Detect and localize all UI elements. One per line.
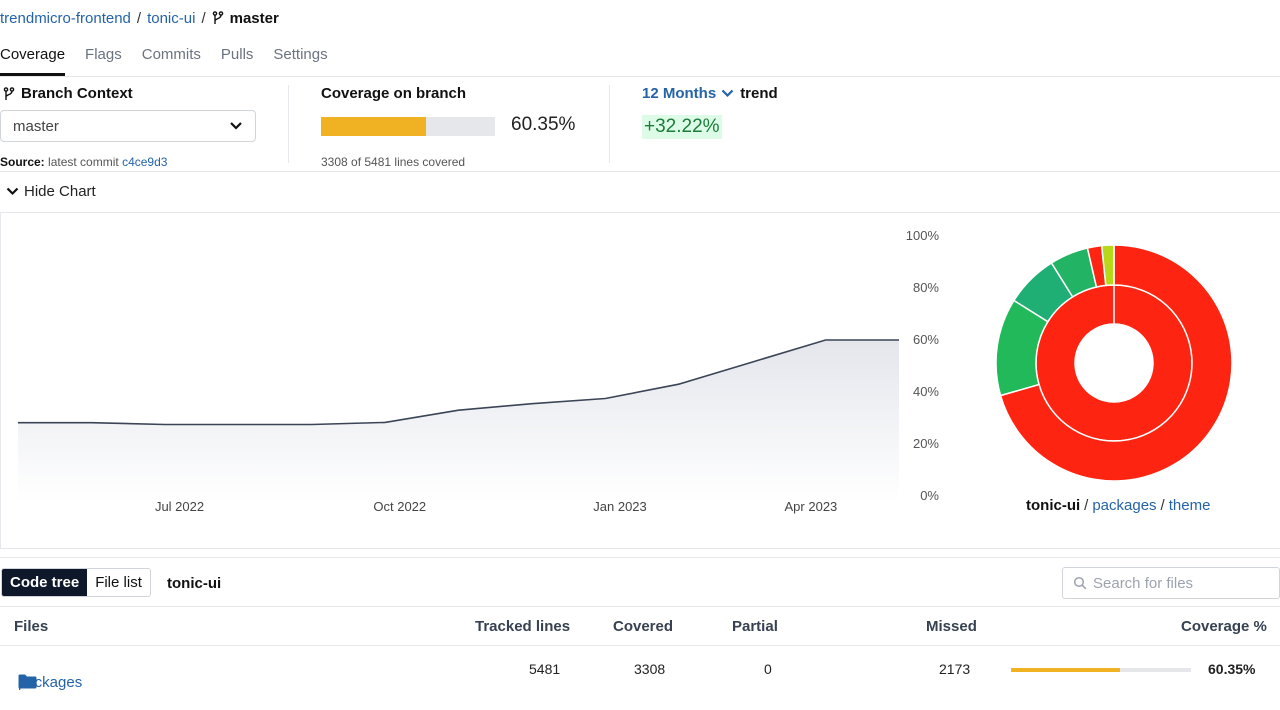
cell-covered: 3308 [634,661,666,677]
search-input[interactable] [1093,574,1273,592]
sunburst-outer-segment[interactable] [1100,244,1115,287]
hide-chart-toggle[interactable]: Hide Chart [6,183,96,200]
sunburst-crumb-theme[interactable]: theme [1168,497,1211,514]
coverage-lines-text: 3308 of 5481 lines covered [321,155,466,169]
header-tracked-lines[interactable]: Tracked lines [475,618,571,635]
sunburst-root[interactable]: tonic-ui [1026,497,1081,514]
commit-link[interactable]: c4ce9d3 [122,155,168,169]
chevron-down-icon [6,187,19,196]
breadcrumb-branch-name: master [229,9,279,27]
trend-section: 12 Months trend +32.22% [642,85,942,139]
coverage-chart: 100% 80% 60% 40% 20% 0% Jul 2022 Oct 2022 Jan 2… [18,228,1233,514]
breadcrumb: trendmicro-frontend / tonic-ui / master [0,8,279,28]
search-icon [1073,576,1087,590]
header-partial[interactable]: Partial [732,618,778,635]
x-tick-label: Jan 2023 [593,499,647,514]
row-coverage-fill [1011,668,1120,672]
table-row: packages 5481 3308 0 2173 60.35% [0,646,1280,694]
trend-change: +32.22% [642,115,722,139]
file-toolbar: Code tree File list tonic-ui [0,557,1280,607]
cell-partial: 0 [764,661,772,677]
code-tree-button[interactable]: Code tree [2,569,88,596]
source-text: latest commit [48,155,119,169]
branch-context: Branch Context master Source: latest com… [0,85,260,169]
source-line: Source: latest commit c4ce9d3 [0,155,167,169]
table-header: Files Tracked lines Covered Partial Miss… [0,607,1280,646]
chevron-down-icon [229,118,243,135]
divider [609,85,610,163]
y-tick-label: 60% [913,332,939,347]
header-files[interactable]: Files [14,618,49,635]
y-tick-label: 80% [913,280,939,295]
cell-tracked: 5481 [529,661,561,677]
breadcrumb-separator: / [136,9,142,27]
cell-missed: 2173 [939,661,971,677]
sunburst-crumb-packages[interactable]: packages [1092,497,1157,514]
header-missed[interactable]: Missed [926,618,977,635]
coverage-progress-bar [321,117,495,136]
coverage-percent: 60.35% [511,114,576,135]
file-list-button[interactable]: File list [87,569,150,596]
branch-select[interactable]: master [0,110,256,142]
view-toggle: Code tree File list [1,568,151,597]
coverage-line [18,339,899,426]
chart-card: 100% 80% 60% 40% 20% 0% Jul 2022 Oct 2022 Jan 2… [0,212,1280,549]
branch-select-value: master [13,117,59,135]
trend-header: 12 Months trend [642,85,942,102]
breadcrumb-repo-link[interactable]: tonic-ui [147,9,196,27]
branch-context-label: Branch Context [21,85,133,102]
breadcrumb-org-link[interactable]: trendmicro-frontend [0,9,131,27]
repo-tabs: Coverage Flags Commits Pulls Settings [0,38,1280,77]
tab-coverage[interactable]: Coverage [0,38,66,76]
coverage-branch-title: Coverage on branch [321,85,467,102]
divider [288,85,289,163]
branch-context-title: Branch Context [0,85,260,102]
x-tick-label: Apr 2023 [785,499,838,514]
breadcrumb-branch: master [212,10,279,27]
y-tick-label: 0% [920,488,939,503]
tab-settings[interactable]: Settings [273,46,328,63]
sunburst-chart [995,244,1233,482]
folder-icon [18,674,37,689]
header-coverage[interactable]: Coverage % [1181,618,1267,635]
coverage-summary: Branch Context master Source: latest com… [0,77,1280,172]
y-tick-label: 20% [913,436,939,451]
sunburst-inner-segment[interactable] [1035,284,1193,442]
hide-chart-label: Hide Chart [24,183,96,200]
source-label: Source: [0,155,45,169]
breadcrumb-separator: / [201,9,206,27]
git-branch-icon [212,11,224,25]
chevron-down-icon [721,89,734,98]
y-tick-label: 40% [913,384,939,399]
git-branch-icon [3,86,15,101]
search-box [1062,567,1280,599]
coverage-progress-fill [321,117,426,136]
x-tick-label: Jul 2022 [155,499,204,514]
tree-root-label: tonic-ui [167,575,222,592]
file-name: packages [18,674,83,691]
coverage-on-branch: Coverage on branch 60.35% 3308 of 5481 l… [321,85,591,169]
sunburst-outer-segment[interactable] [999,244,1233,482]
trend-label: trend [740,85,778,102]
header-covered[interactable]: Covered [613,618,674,635]
trend-period-label: 12 Months [642,85,717,102]
trend-period-select[interactable]: 12 Months [642,85,734,102]
coverage-area [18,340,899,501]
cell-coverage: 60.35% [1208,661,1256,677]
tab-commits[interactable]: Commits [141,46,201,63]
row-coverage-bar [1011,668,1191,672]
tab-pulls[interactable]: Pulls [220,46,254,63]
sunburst-breadcrumb: tonic-ui / packages / theme [1026,497,1210,514]
sunburst-separator: / [1160,497,1165,514]
tab-flags[interactable]: Flags [85,46,122,63]
y-tick-label: 100% [906,228,940,243]
x-tick-label: Oct 2022 [373,499,426,514]
sunburst-separator: / [1084,497,1089,514]
